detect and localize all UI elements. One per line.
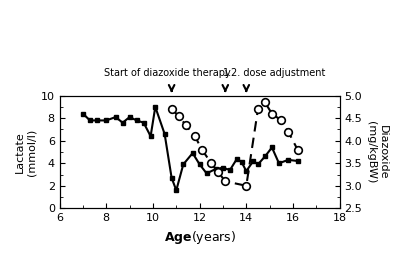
- Text: Start of diazoxide therapy: Start of diazoxide therapy: [104, 68, 231, 78]
- Text: $\mathbf{Age}$(years): $\mathbf{Age}$(years): [164, 229, 236, 246]
- Text: 2. dose adjustment: 2. dose adjustment: [231, 68, 325, 78]
- Text: 1.: 1.: [223, 68, 232, 78]
- Y-axis label: Lactate
(mmol/l): Lactate (mmol/l): [15, 128, 37, 175]
- Y-axis label: Diazoxide
(mg/kgBW): Diazoxide (mg/kgBW): [366, 121, 388, 183]
